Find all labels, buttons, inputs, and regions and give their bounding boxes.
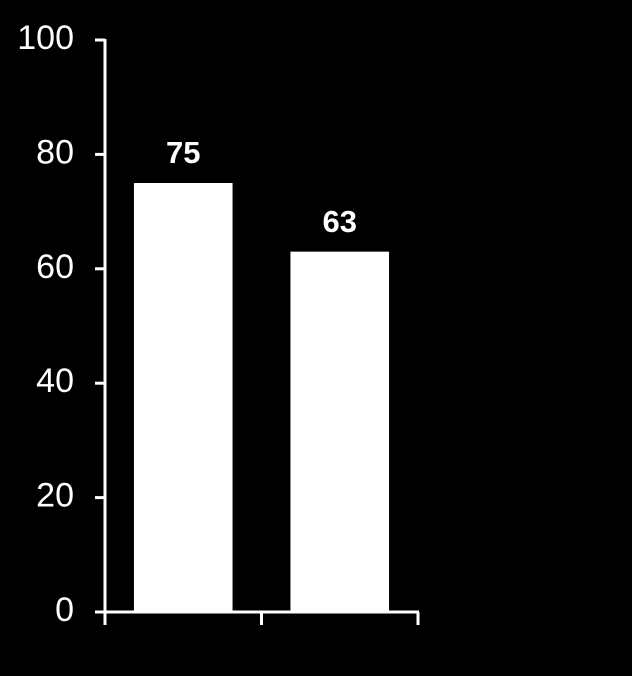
y-tick-label: 80	[36, 133, 74, 171]
bar	[290, 251, 390, 612]
y-tick-label: 20	[36, 477, 74, 515]
y-tick-label: 40	[36, 362, 74, 400]
data-label: 75	[166, 135, 200, 170]
data-label: 63	[323, 204, 357, 239]
y-tick-label: 0	[55, 591, 74, 629]
bar	[133, 183, 233, 612]
y-tick-label: 100	[17, 19, 74, 57]
y-tick-label: 60	[36, 248, 74, 286]
